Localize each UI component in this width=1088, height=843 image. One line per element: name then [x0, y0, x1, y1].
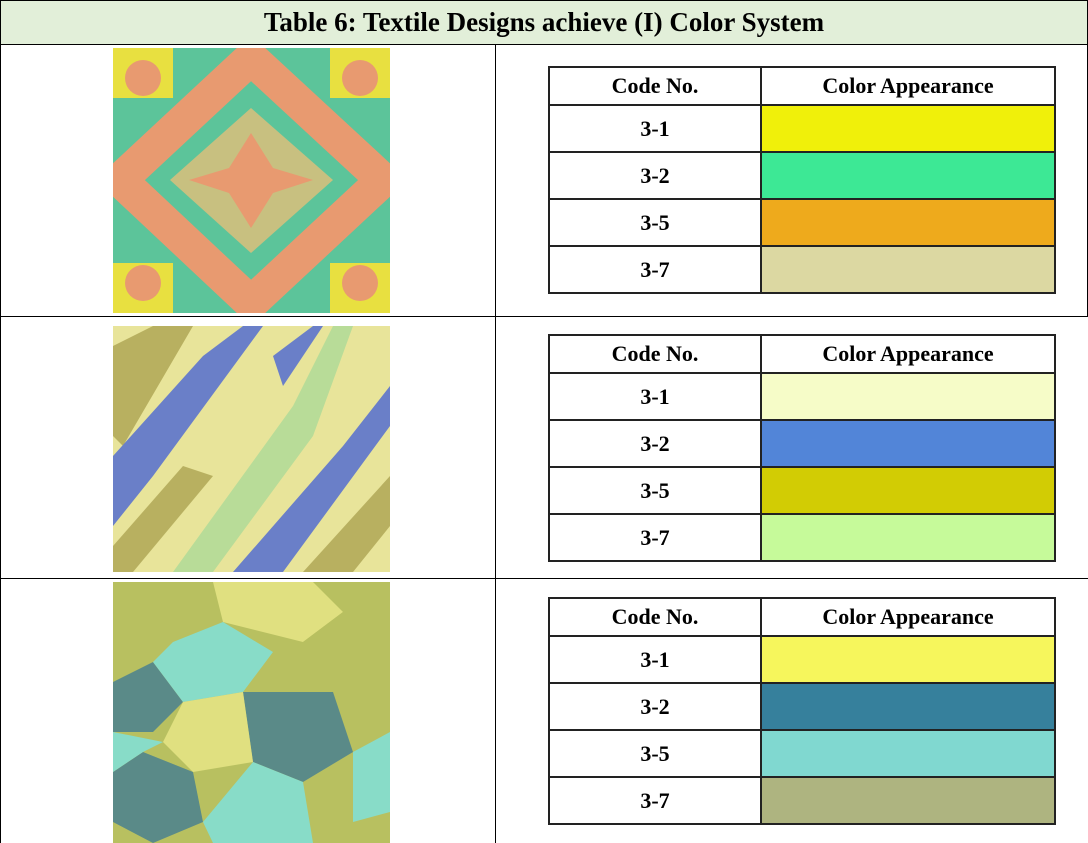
color-swatch	[760, 104, 1056, 153]
code-number: 3-7	[548, 513, 762, 562]
column-header: Color Appearance	[760, 66, 1056, 106]
pattern-image	[113, 48, 390, 313]
border	[495, 44, 496, 843]
code-row: 3-7	[548, 776, 1056, 825]
code-row: 3-5	[548, 198, 1056, 247]
border	[0, 44, 1, 843]
code-row: 3-1	[548, 635, 1056, 684]
code-number: 3-5	[548, 466, 762, 515]
column-header: Code No.	[548, 66, 762, 106]
code-number: 3-2	[548, 419, 762, 468]
code-row: 3-7	[548, 245, 1056, 294]
color-swatch	[760, 151, 1056, 200]
color-swatch	[760, 776, 1056, 825]
code-number: 3-7	[548, 776, 762, 825]
color-code-table: Code No. Color Appearance 3-1 3-2 3-5 3-7	[548, 66, 1056, 294]
color-swatch	[760, 729, 1056, 778]
table-title: Table 6: Textile Designs achieve (I) Col…	[0, 0, 1088, 45]
color-swatch	[760, 198, 1056, 247]
color-swatch	[760, 466, 1056, 515]
column-header: Color Appearance	[760, 334, 1056, 374]
column-header: Code No.	[548, 334, 762, 374]
color-code-table: Code No. Color Appearance 3-1 3-2 3-5 3-7	[548, 334, 1056, 562]
color-swatch	[760, 419, 1056, 468]
border	[0, 316, 1088, 317]
code-row: 3-2	[548, 151, 1056, 200]
code-row: 3-1	[548, 104, 1056, 153]
color-swatch	[760, 635, 1056, 684]
code-number: 3-1	[548, 635, 762, 684]
code-number: 3-2	[548, 151, 762, 200]
code-row: 3-2	[548, 682, 1056, 731]
code-number: 3-1	[548, 372, 762, 421]
code-row: 3-2	[548, 419, 1056, 468]
color-code-table: Code No. Color Appearance 3-1 3-2 3-5 3-7	[548, 597, 1056, 825]
code-number: 3-2	[548, 682, 762, 731]
code-number: 3-5	[548, 198, 762, 247]
code-row: 3-5	[548, 729, 1056, 778]
code-number: 3-1	[548, 104, 762, 153]
code-row: 3-5	[548, 466, 1056, 515]
code-row: 3-1	[548, 372, 1056, 421]
color-swatch	[760, 372, 1056, 421]
column-header: Color Appearance	[760, 597, 1056, 637]
code-number: 3-7	[548, 245, 762, 294]
color-swatch	[760, 513, 1056, 562]
column-header: Code No.	[548, 597, 762, 637]
pattern-image	[113, 326, 390, 572]
code-row: 3-7	[548, 513, 1056, 562]
pattern-image	[113, 582, 390, 843]
header-row: Code No. Color Appearance	[548, 334, 1056, 374]
code-number: 3-5	[548, 729, 762, 778]
header-row: Code No. Color Appearance	[548, 66, 1056, 106]
color-swatch	[760, 682, 1056, 731]
border	[0, 578, 1088, 579]
header-row: Code No. Color Appearance	[548, 597, 1056, 637]
color-swatch	[760, 245, 1056, 294]
